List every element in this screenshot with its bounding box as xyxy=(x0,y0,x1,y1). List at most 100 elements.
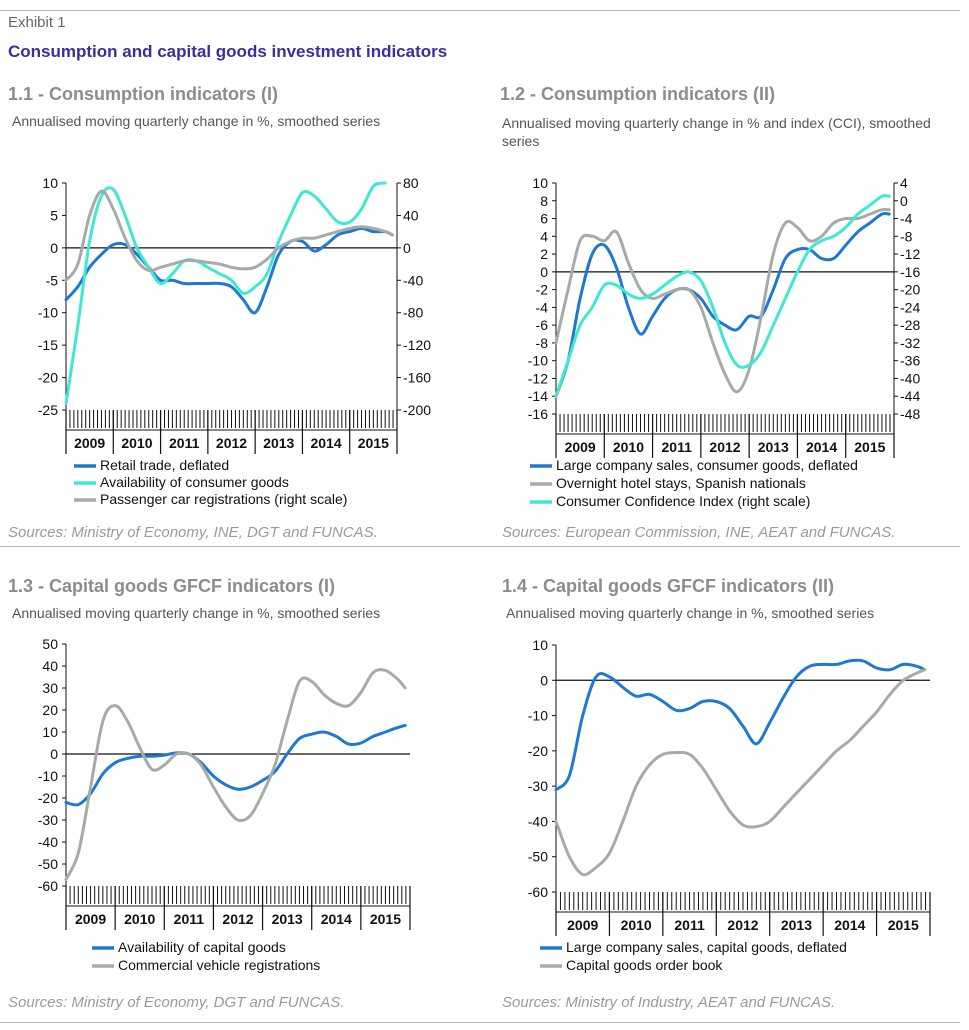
x-tick-label: 2011 xyxy=(674,917,705,933)
y-tick-label: -10 xyxy=(38,768,58,784)
panel-subtitle: Annualised moving quarterly change in % … xyxy=(502,115,931,149)
y-tick-label: -25 xyxy=(38,402,58,418)
bottom-rule xyxy=(0,1022,960,1023)
x-tick-label: 2012 xyxy=(222,911,253,927)
x-tick-label: 2012 xyxy=(216,435,247,451)
y-tick-label: -10 xyxy=(528,353,548,369)
y-tick-label-right: -20 xyxy=(900,282,920,298)
panel-subtitle: Annualised moving quarterly change in %,… xyxy=(506,605,875,621)
x-tick-label: 2014 xyxy=(321,911,352,927)
y-tick-label-right: -80 xyxy=(403,305,423,321)
y-tick-label: -20 xyxy=(38,370,58,386)
y-tick-label-right: 80 xyxy=(403,175,419,191)
panel-subtitle: Annualised moving quarterly change in %,… xyxy=(12,605,381,621)
y-tick-label: -20 xyxy=(38,790,58,806)
y-tick-label-right: -48 xyxy=(900,406,920,422)
x-tick-label: 2010 xyxy=(124,911,155,927)
y-tick-label: -15 xyxy=(38,337,58,353)
x-tick-label: 2010 xyxy=(613,439,644,455)
y-tick-label: -60 xyxy=(528,884,548,900)
y-tick-label: -5 xyxy=(46,272,59,288)
x-tick-label: 2010 xyxy=(621,917,652,933)
series-line-2 xyxy=(64,668,407,881)
x-tick-label: 2015 xyxy=(358,435,389,451)
exhibit-label: Exhibit 1 xyxy=(8,14,66,31)
y-tick-label: -10 xyxy=(38,305,58,321)
y-tick-label: 10 xyxy=(532,637,548,653)
x-tick-label: 2015 xyxy=(888,917,919,933)
page-title: Consumption and capital goods investment… xyxy=(8,42,448,61)
y-tick-label-right: -120 xyxy=(403,337,431,353)
y-tick-label-right: -32 xyxy=(900,335,920,351)
y-tick-label: 2 xyxy=(540,246,548,262)
y-tick-label-right: 40 xyxy=(403,207,419,223)
y-tick-label: 6 xyxy=(540,211,548,227)
series-line-2 xyxy=(554,207,891,394)
panel-source: Sources: European Commission, INE, AEAT … xyxy=(502,524,896,541)
legend-entry: Capital goods order book xyxy=(566,957,723,973)
y-tick-label: -40 xyxy=(38,834,58,850)
legend-entry: Consumer Confidence Index (right scale) xyxy=(556,493,810,509)
y-tick-label: -30 xyxy=(38,812,58,828)
legend-entry: Passenger car registrations (right scale… xyxy=(100,491,347,507)
y-tick-label-right: 0 xyxy=(403,240,411,256)
y-tick-label: 20 xyxy=(42,702,58,718)
y-tick-label: -12 xyxy=(528,370,548,386)
y-tick-label: -6 xyxy=(536,317,549,333)
y-tick-label-right: 0 xyxy=(900,193,908,209)
y-tick-label: 50 xyxy=(42,636,58,652)
y-tick-label: -30 xyxy=(528,778,548,794)
panel-source: Sources: Ministry of Economy, INE, DGT a… xyxy=(8,524,378,541)
y-tick-label-right: -40 xyxy=(900,370,920,386)
y-tick-label-right: -16 xyxy=(900,264,920,280)
legend-entry: Availability of capital goods xyxy=(118,939,286,955)
y-tick-label: 10 xyxy=(42,724,58,740)
y-tick-label: -50 xyxy=(528,849,548,865)
y-tick-label: 40 xyxy=(42,658,58,674)
x-tick-label: 2013 xyxy=(781,917,812,933)
y-tick-label-right: -40 xyxy=(403,272,423,288)
chart-2: 1086420-2-4-6-8-10-12-14-1640-4-8-12-16-… xyxy=(528,175,921,509)
panel-title: 1.2 - Consumption indicators (II) xyxy=(500,84,776,104)
y-tick-label: 0 xyxy=(540,672,548,688)
x-tick-label: 2013 xyxy=(272,911,303,927)
y-tick-label: 0 xyxy=(540,264,548,280)
x-tick-label: 2014 xyxy=(310,435,341,451)
series-line-1 xyxy=(64,723,407,807)
panel-source: Sources: Ministry of Economy, DGT and FU… xyxy=(8,994,345,1011)
series-line-1 xyxy=(554,658,927,792)
series-line-2 xyxy=(64,181,387,405)
series-line-2 xyxy=(554,668,927,877)
panel-title: 1.3 - Capital goods GFCF indicators (I) xyxy=(8,576,336,596)
top-rule xyxy=(0,10,960,11)
legend-entry: Commercial vehicle registrations xyxy=(118,957,320,973)
y-tick-label: -10 xyxy=(528,708,548,724)
y-tick-label-right: -200 xyxy=(403,402,431,418)
x-tick-label: 2013 xyxy=(758,439,789,455)
y-tick-label: -2 xyxy=(536,282,549,298)
panel-source: Sources: Ministry of Industry, AEAT and … xyxy=(502,994,836,1011)
x-tick-label: 2014 xyxy=(834,917,865,933)
y-tick-label: -20 xyxy=(528,743,548,759)
x-tick-label: 2013 xyxy=(263,435,294,451)
x-tick-label: 2012 xyxy=(709,439,740,455)
series-line-1 xyxy=(64,226,394,315)
y-tick-label: 5 xyxy=(50,207,58,223)
x-tick-label: 2015 xyxy=(854,439,885,455)
legend-entry: Retail trade, deflated xyxy=(100,457,229,473)
legend-entry: Overnight hotel stays, Spanish nationals xyxy=(556,475,806,491)
y-tick-label-right: -36 xyxy=(900,353,920,369)
x-tick-label: 2009 xyxy=(567,917,598,933)
x-tick-label: 2009 xyxy=(565,439,596,455)
x-tick-label: 2009 xyxy=(75,911,106,927)
y-tick-label-right: -160 xyxy=(403,370,431,386)
x-tick-label: 2011 xyxy=(169,435,200,451)
y-tick-label: -8 xyxy=(536,335,549,351)
x-tick-label: 2015 xyxy=(370,911,401,927)
panel-title: 1.1 - Consumption indicators (I) xyxy=(8,84,279,104)
y-tick-label: 0 xyxy=(50,240,58,256)
middle-rule xyxy=(0,546,960,547)
x-tick-label: 2011 xyxy=(662,439,693,455)
y-tick-label: -14 xyxy=(528,388,548,404)
x-tick-label: 2012 xyxy=(727,917,758,933)
